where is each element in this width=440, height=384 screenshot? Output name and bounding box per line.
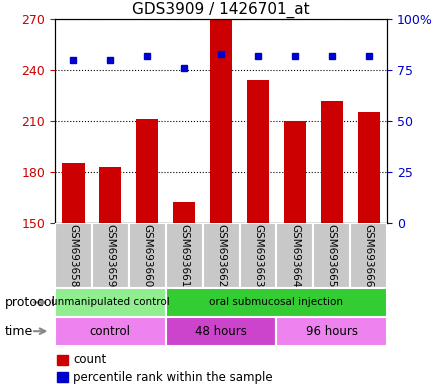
Bar [99,167,121,223]
Bar [321,101,343,223]
Bar [203,223,239,288]
Bar [55,317,166,346]
Text: GSM693658: GSM693658 [69,223,78,287]
Text: count: count [73,353,106,366]
Bar [358,113,380,223]
Bar [276,223,313,288]
Bar [210,19,232,223]
Bar [284,121,306,223]
Text: unmanipulated control: unmanipulated control [51,297,170,308]
Text: GSM693663: GSM693663 [253,223,263,287]
Bar [350,223,387,288]
Text: GSM693661: GSM693661 [179,223,189,287]
Bar [92,223,129,288]
Text: GSM693664: GSM693664 [290,223,300,287]
Bar [136,119,158,223]
Bar [57,355,68,365]
Text: oral submucosal injection: oral submucosal injection [209,297,344,308]
Bar [129,223,166,288]
Title: GDS3909 / 1426701_at: GDS3909 / 1426701_at [132,2,310,18]
Text: GSM693662: GSM693662 [216,223,226,287]
Bar [166,288,387,317]
Text: control: control [90,325,131,338]
Text: protocol: protocol [4,296,55,309]
Text: time: time [4,325,33,338]
Text: 96 hours: 96 hours [306,325,358,338]
Bar [62,163,84,223]
Text: GSM693659: GSM693659 [105,223,115,287]
Bar [239,223,276,288]
Text: GSM693660: GSM693660 [142,224,152,287]
Bar [166,317,276,346]
Bar [276,317,387,346]
Text: GSM693665: GSM693665 [327,223,337,287]
Bar [247,80,269,223]
Text: GSM693666: GSM693666 [364,223,374,287]
Bar [55,288,166,317]
Bar [313,223,350,288]
Text: 48 hours: 48 hours [195,325,247,338]
Bar [57,372,68,382]
Bar [55,223,92,288]
Bar [173,202,195,223]
Text: percentile rank within the sample: percentile rank within the sample [73,371,273,384]
Bar [166,223,203,288]
